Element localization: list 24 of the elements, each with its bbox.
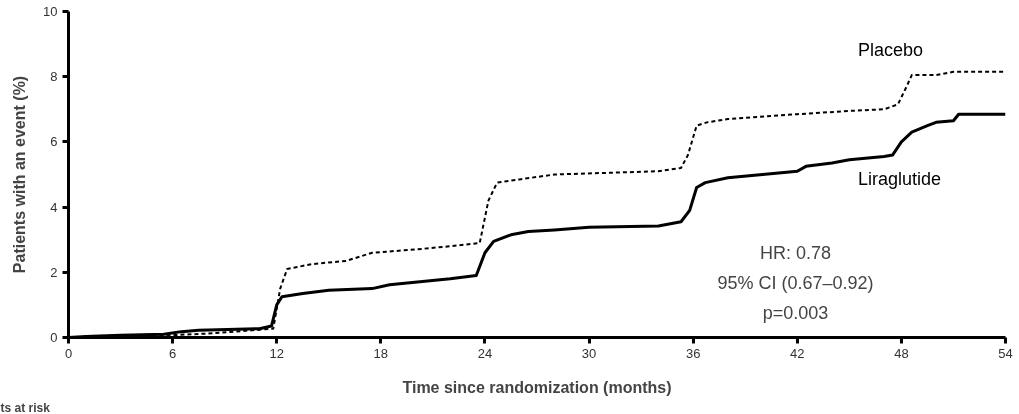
- annotation: p=0.003: [762, 302, 829, 323]
- x-axis-title: Time since randomization (months): [402, 378, 672, 396]
- x-tick-label: 30: [581, 345, 597, 361]
- text: ts at risk: [0, 400, 51, 414]
- y-tick-label: 6: [50, 134, 58, 150]
- y-tick-label: 8: [50, 69, 58, 85]
- y-axis-title: Patients with an event (%): [11, 75, 29, 274]
- x-tick-label: 48: [894, 345, 909, 361]
- series-label: Liraglutide: [858, 169, 942, 190]
- x-tick-label: 0: [64, 345, 73, 361]
- y-tick-label: 0: [50, 330, 58, 345]
- x-tick-label: 12: [269, 345, 284, 361]
- y-tick-label: 2: [50, 264, 58, 280]
- y-tick-label: 10: [43, 4, 58, 19]
- x-tick-label: 24: [477, 345, 493, 361]
- x-tick-label: 42: [790, 345, 805, 361]
- annotation: 95% CI (0.67–0.92): [717, 272, 874, 293]
- series-label: Placebo: [858, 40, 924, 61]
- x-tick-label: 6: [169, 345, 177, 361]
- y-tick-label: 4: [50, 199, 58, 215]
- annotation: HR: 0.78: [759, 242, 832, 263]
- x-tick-label: 36: [685, 345, 701, 361]
- x-tick-label: 18: [373, 345, 389, 361]
- x-tick-label: 54: [998, 345, 1013, 361]
